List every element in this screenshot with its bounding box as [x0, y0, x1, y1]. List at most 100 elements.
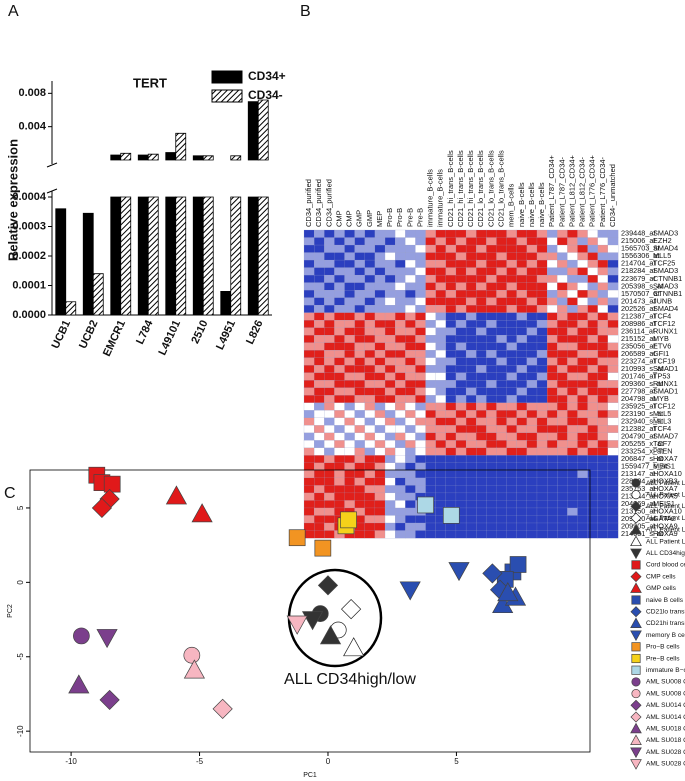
x-axis-label: PC1 — [303, 772, 317, 779]
heatmap-cell — [324, 447, 335, 456]
heatmap-cell — [536, 237, 548, 246]
heatmap-cell — [384, 274, 396, 283]
heatmap-cell — [557, 515, 568, 524]
column-label: Patient_L812_CD34+ — [567, 154, 576, 227]
heatmap-cell — [354, 365, 366, 374]
heatmap-cell — [445, 327, 457, 336]
heatmap-cell — [435, 492, 447, 501]
heatmap-cell — [415, 259, 426, 268]
heatmap-cell — [486, 440, 497, 449]
heatmap-cell — [587, 507, 599, 516]
heatmap-cell — [486, 522, 497, 531]
row-gene-label: HOXA9 — [653, 529, 678, 538]
heatmap-cell — [364, 365, 376, 374]
heatmap-cell — [425, 387, 436, 396]
heatmap-cell — [425, 462, 436, 471]
heatmap-cell — [435, 387, 447, 396]
bar — [65, 301, 77, 316]
heatmap-cell — [506, 455, 518, 464]
heatmap-cell — [597, 312, 609, 321]
heatmap-cell — [587, 274, 599, 283]
heatmap-cell — [465, 282, 477, 291]
heatmap-cell — [546, 402, 558, 411]
heatmap-cell — [415, 380, 426, 389]
heatmap-cell — [567, 477, 578, 486]
heatmap-cell — [374, 274, 386, 283]
heatmap-cell — [405, 335, 416, 343]
heatmap-cell — [506, 350, 518, 359]
heatmap-cell — [607, 305, 619, 313]
heatmap-cell — [577, 372, 588, 381]
heatmap-cell — [536, 282, 548, 291]
x-tick-label: 2510 — [189, 318, 210, 345]
heatmap-cell — [334, 372, 345, 381]
heatmap-cell — [597, 395, 609, 404]
heatmap-cell — [435, 342, 447, 351]
heatmap-cell — [374, 259, 386, 268]
heatmap-cell — [516, 365, 528, 374]
heatmap-cell — [425, 305, 436, 313]
row-probe-label: 202526_at — [621, 304, 656, 313]
heatmap-cell — [384, 244, 396, 253]
column-label: CD21_hi_trans_B-cells — [446, 150, 455, 227]
heatmap-cell — [395, 342, 406, 351]
heatmap-cell — [496, 342, 507, 351]
heatmap-cell — [455, 282, 467, 291]
heatmap-cell — [476, 492, 487, 501]
heatmap-cell — [607, 500, 619, 509]
heatmap-cell — [344, 432, 355, 441]
heatmap-cell — [303, 327, 315, 336]
heatmap-cell — [455, 357, 467, 366]
heatmap-cell — [486, 402, 497, 411]
heatmap-cell — [395, 522, 406, 531]
heatmap-cell — [435, 305, 447, 313]
heatmap-cell — [536, 485, 548, 494]
row-gene-label: TCF19 — [653, 356, 675, 365]
heatmap-cell — [334, 380, 345, 389]
heatmap-cell — [334, 365, 345, 374]
heatmap-cell — [516, 522, 528, 531]
heatmap-cell — [384, 320, 396, 328]
heatmap-cell — [435, 530, 447, 539]
heatmap-cell — [405, 342, 416, 351]
heatmap-cell — [344, 402, 355, 411]
heatmap-cell — [607, 440, 619, 449]
heatmap-cell — [536, 410, 548, 419]
heatmap-cell — [405, 380, 416, 389]
heatmap-cell — [415, 522, 426, 531]
heatmap-cell — [496, 305, 507, 313]
heatmap-cell — [567, 455, 578, 464]
chart-title: TERT — [133, 75, 167, 90]
heatmap-cell — [536, 440, 548, 449]
heatmap-cell — [587, 387, 599, 396]
heatmap-cell — [334, 500, 345, 509]
heatmap-cell — [577, 327, 588, 336]
legend-label: AML SU014 CD34+ CD38− — [646, 702, 685, 709]
legend-label: AML SU008 CD34− — [646, 690, 685, 697]
bar — [175, 132, 187, 316]
heatmap-cell — [374, 455, 386, 464]
heatmap-cell — [486, 274, 497, 283]
heatmap-cell — [425, 432, 436, 441]
heatmap-cell — [536, 402, 548, 411]
row-gene-label: MYB — [653, 394, 669, 403]
heatmap-cell — [303, 237, 315, 246]
heatmap-cell — [455, 289, 467, 298]
panel-label: A — [8, 3, 19, 20]
heatmap-cell — [476, 252, 487, 261]
heatmap-cell — [506, 274, 518, 283]
heatmap-cell — [567, 267, 578, 276]
heatmap-cell — [506, 447, 518, 456]
heatmap-cell — [395, 425, 406, 434]
bar — [110, 154, 122, 316]
heatmap-cell — [496, 365, 507, 374]
heatmap-cell — [425, 447, 436, 456]
heatmap-cell — [516, 440, 528, 449]
heatmap-cell — [344, 500, 355, 509]
heatmap-cell — [587, 432, 599, 441]
heatmap-cell — [384, 417, 396, 426]
heatmap-cell — [577, 259, 588, 268]
heatmap-cell — [577, 289, 588, 298]
heatmap-cell — [324, 477, 335, 486]
heatmap-cell — [486, 387, 497, 396]
